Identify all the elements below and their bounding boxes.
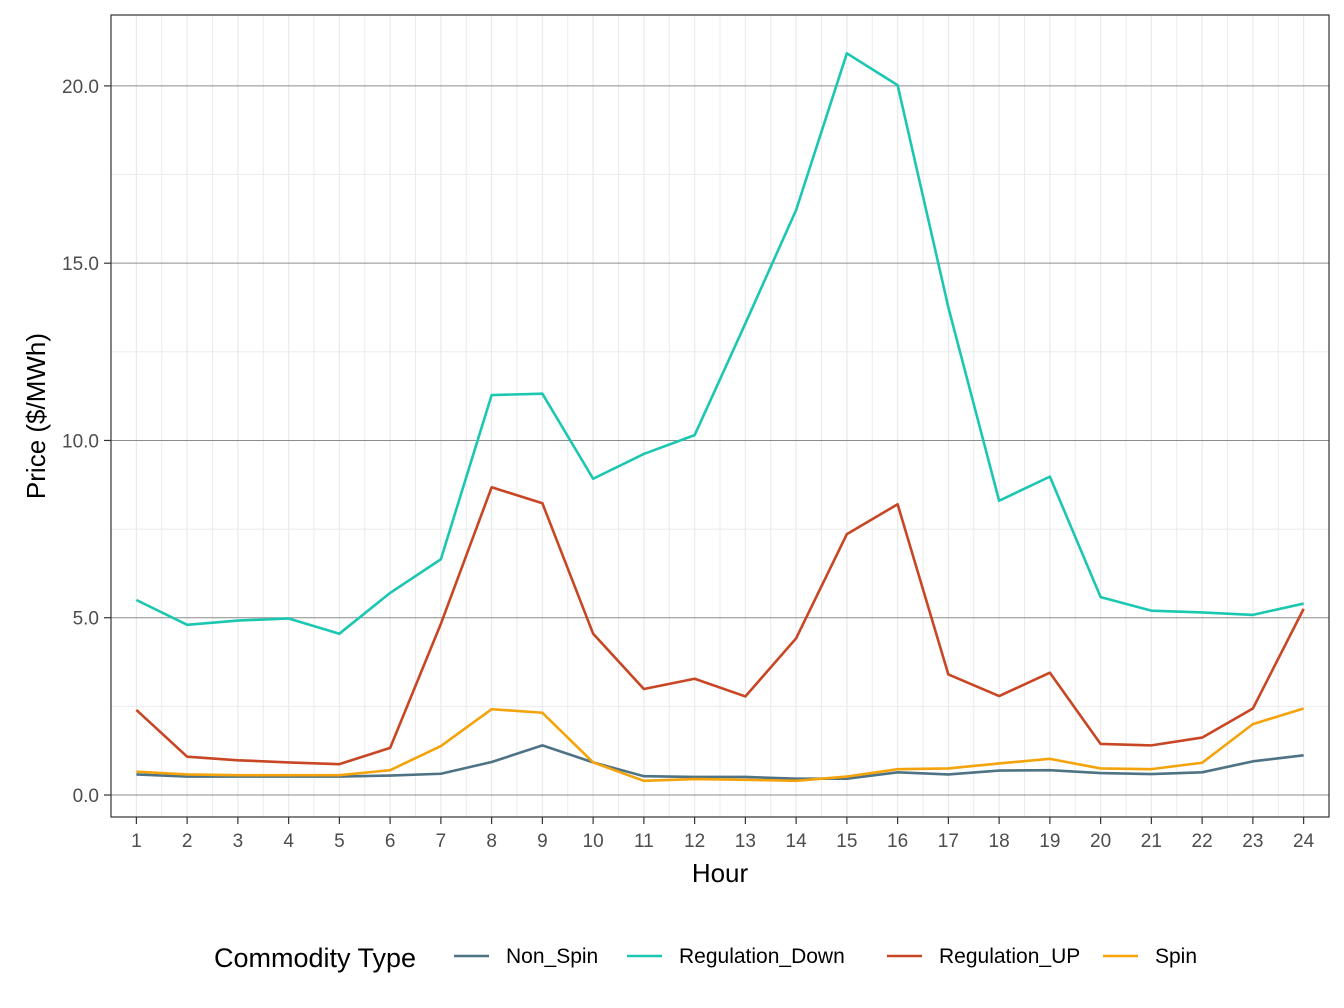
- x-tick-label: 14: [786, 831, 808, 852]
- x-tick-label: 13: [735, 831, 756, 852]
- x-tick-label: 21: [1141, 831, 1162, 852]
- x-tick-label: 10: [583, 831, 604, 852]
- x-tick-label: 11: [634, 831, 654, 852]
- plot-panel-border: [110, 14, 1330, 818]
- x-axis-title: Hour: [692, 858, 749, 888]
- series-line-regulation-down: [135, 51, 1304, 636]
- x-tick-label: 22: [1192, 831, 1213, 852]
- x-tick-label: 17: [938, 831, 959, 852]
- x-tick-label: 16: [887, 831, 908, 852]
- x-tick-label: 18: [989, 831, 1010, 852]
- x-tick-label: 6: [385, 831, 396, 852]
- x-tick-label: 23: [1242, 831, 1263, 852]
- grid-lines: [111, 15, 1329, 817]
- x-tick-label: 1: [131, 831, 142, 852]
- y-tick-label: 0.0: [73, 786, 99, 807]
- series-line-non-spin: [136, 744, 1304, 781]
- legend: Commodity Type Non_Spin Regulation_Down Re…: [214, 943, 1197, 973]
- x-tick-label: 24: [1293, 831, 1315, 852]
- x-tick-label: 20: [1090, 831, 1111, 852]
- y-axis-title: Price ($/MWh): [21, 333, 51, 499]
- y-tick-label: 5.0: [73, 609, 99, 630]
- y-tick-label: 20.0: [62, 77, 99, 98]
- series-line-spin: [136, 707, 1305, 783]
- x-tick-label: 8: [486, 831, 497, 852]
- legend-label-regulation-up: Regulation_UP: [939, 945, 1080, 968]
- legend-label-non-spin: Non_Spin: [506, 945, 598, 968]
- x-tick-label: 12: [684, 831, 705, 852]
- series-line-regulation-up: [135, 485, 1305, 766]
- x-tick-label: 9: [537, 831, 548, 852]
- y-tick-label: 10.0: [62, 431, 99, 452]
- x-tick-label: 5: [334, 831, 345, 852]
- x-tick-label: 19: [1039, 831, 1060, 852]
- x-tick-label: 7: [436, 831, 447, 852]
- legend-label-spin: Spin: [1155, 945, 1197, 968]
- x-tick-label: 3: [233, 831, 244, 852]
- x-tick-label: 15: [836, 831, 857, 852]
- y-tick-label: 15.0: [62, 254, 99, 275]
- legend-label-regulation-down: Regulation_Down: [679, 945, 845, 968]
- x-tick-label: 2: [182, 831, 193, 852]
- axes: 1 2 3 4 5 6 7 8 9 10 11 12 13 14 15 16 17 18 19 20 21 22 23 240…: [62, 77, 1315, 852]
- x-tick-label: 4: [283, 831, 294, 852]
- series-lines: [135, 51, 1305, 783]
- legend-title: Commodity Type: [214, 943, 416, 973]
